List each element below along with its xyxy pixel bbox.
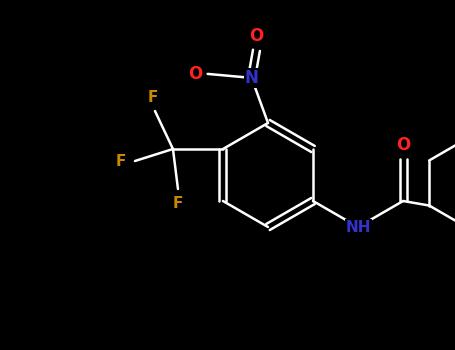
Text: O: O (396, 136, 410, 154)
Text: F: F (173, 196, 183, 210)
Text: N: N (245, 69, 258, 87)
Text: NH: NH (345, 219, 371, 234)
Text: F: F (116, 154, 126, 168)
Text: F: F (148, 91, 158, 105)
Text: O: O (188, 65, 203, 83)
Text: O: O (249, 27, 263, 45)
